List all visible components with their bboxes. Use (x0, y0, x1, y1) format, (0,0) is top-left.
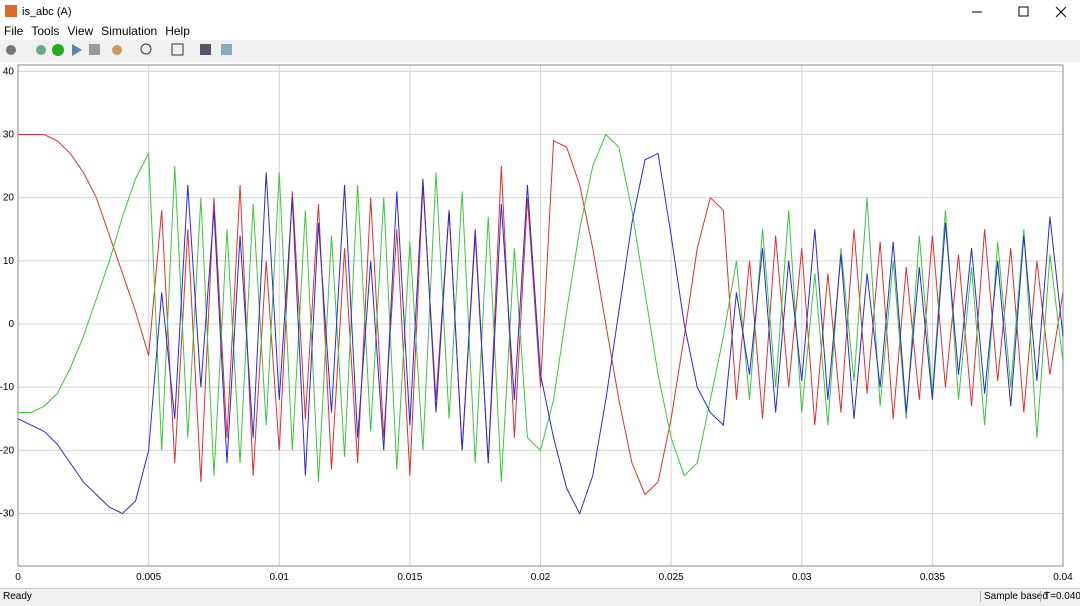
y-tick-label: -10 (0, 382, 14, 393)
x-tick-label: 0.01 (270, 572, 290, 583)
close-button[interactable] (1055, 6, 1067, 18)
menu-item[interactable]: Simulation (101, 24, 158, 38)
run-icon[interactable] (52, 44, 64, 56)
x-tick-label: 0.04 (1053, 572, 1073, 583)
maximize-button[interactable] (1018, 6, 1029, 17)
series-line (17, 152, 1064, 515)
menu-item[interactable]: File (4, 24, 24, 38)
menu-item[interactable]: Tools (31, 24, 60, 38)
status-bar: Ready Sample based T=0.040 (0, 588, 1080, 606)
x-tick-label: 0.02 (531, 572, 551, 583)
sample-mode: Sample based (980, 591, 1048, 602)
title-bar: is_abc (A) (0, 0, 1080, 22)
x-tick-label: 0.03 (792, 572, 812, 583)
series-line (18, 134, 1064, 496)
x-tick-label: 0.015 (397, 572, 422, 583)
autoscale-icon[interactable] (171, 43, 184, 56)
app-icon (5, 5, 17, 17)
title-bar-graphics: is_abc (A) (5, 5, 1067, 18)
chart: -30 -20 -10 0 10 20 30 40 0 0.005 0.01 0.015 0.02 0.0… (0, 62, 1080, 588)
x-tick-label: 0.005 (136, 572, 161, 583)
settings-icon[interactable] (6, 45, 16, 55)
stop-icon[interactable] (89, 44, 100, 55)
toolbar (0, 40, 1080, 63)
y-tick-label: 20 (3, 193, 15, 204)
style-icon[interactable] (221, 44, 232, 55)
toolbar-icons (6, 43, 232, 56)
window-title: is_abc (A) (22, 6, 72, 18)
y-tick-label: -20 (0, 445, 14, 456)
series-line (18, 133, 1064, 482)
x-tick-label: 0.025 (659, 572, 684, 583)
status-text: Ready (3, 591, 32, 602)
zoom-icon[interactable] (140, 43, 152, 55)
menu-item[interactable]: View (67, 24, 94, 38)
x-tick-label: 0 (15, 572, 21, 583)
y-tick-label: 0 (8, 319, 14, 330)
trigger-icon[interactable] (200, 44, 211, 55)
y-tick-label: 30 (3, 129, 15, 140)
highlight-icon[interactable] (112, 45, 122, 55)
plot-frame (17, 64, 1064, 567)
step-back-icon[interactable] (36, 45, 46, 55)
y-tick-label: 40 (3, 66, 15, 77)
y-tick-label: -30 (0, 509, 14, 520)
step-forward-icon[interactable] (72, 44, 82, 56)
x-tick-label: 0.035 (920, 572, 945, 583)
sim-time: T=0.040 (1040, 591, 1080, 602)
y-tick-label: 10 (3, 256, 15, 267)
menu-item[interactable]: Help (165, 24, 190, 38)
menu-bar: File Tools View Simulation Help (0, 22, 1080, 40)
